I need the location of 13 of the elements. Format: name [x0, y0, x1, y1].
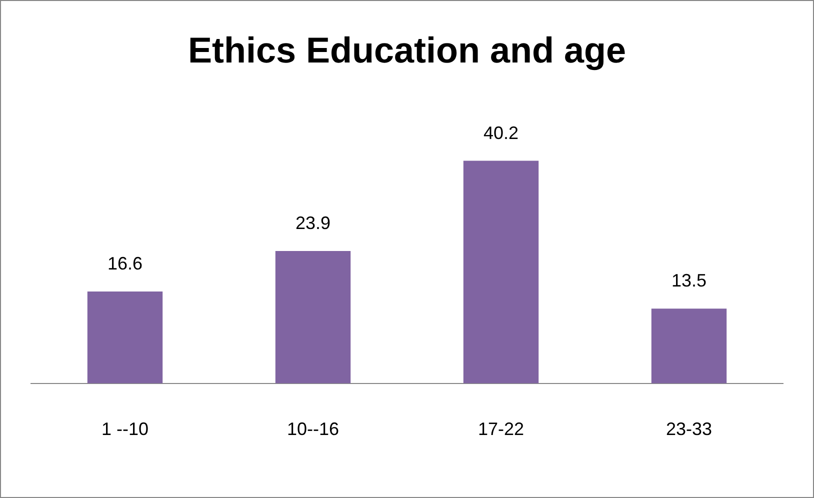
bar: [651, 308, 727, 384]
chart-title: Ethics Education and age: [188, 30, 626, 71]
x-tick-label: 23-33: [666, 419, 712, 440]
data-label: 13.5: [671, 270, 707, 291]
x-tick-label: 17-22: [478, 419, 524, 440]
bar: [463, 160, 539, 384]
bar: [275, 251, 351, 384]
x-tick-label: 10--16: [286, 419, 340, 440]
bar: [87, 291, 163, 384]
data-label: 40.2: [483, 122, 519, 143]
data-label: 23.9: [295, 213, 331, 234]
data-label: 16.6: [107, 253, 143, 274]
x-tick-label: 1 --10: [101, 419, 149, 440]
